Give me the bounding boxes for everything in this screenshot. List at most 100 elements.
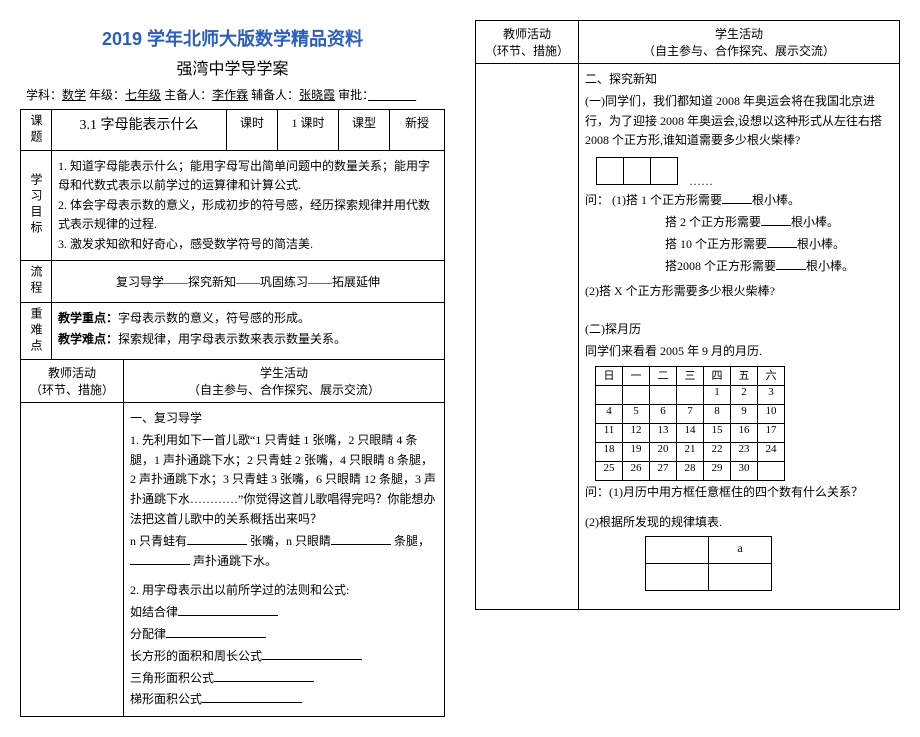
cal-cell: [623, 385, 650, 404]
cal-cell: [677, 385, 704, 404]
cal-head: 六: [758, 366, 785, 385]
act-right-l2-r: （自主参与、合作探究、展示交流）: [585, 42, 893, 59]
meta-assist-label: 辅备人：: [251, 88, 299, 102]
cal-cell: 1: [704, 385, 731, 404]
sec1-p3: 2. 用字母表示出以前所学过的法则和公式:: [130, 581, 438, 601]
row-flow-label: 流程: [21, 260, 52, 302]
cal-cell: 30: [731, 461, 758, 480]
square-diagram: ……: [585, 153, 893, 189]
cal-head: 二: [650, 366, 677, 385]
act-left-l1: 教师活动: [27, 364, 117, 381]
flow-text: 复习导学——探究新知——巩固练习——拓展延伸: [52, 260, 445, 302]
cal-cell: 26: [623, 461, 650, 480]
sec2-q-label: 问：: [585, 193, 609, 207]
focus2-text: 探索规律，用字母表示数来表示数量关系。: [118, 332, 346, 346]
sec1-p2: n 只青蛙有 张嘴，n 只眼睛 条腿， 声扑通跳下水。: [130, 532, 438, 572]
focus2-label: 教学难点：: [58, 332, 118, 346]
cal-cell: 9: [731, 404, 758, 423]
cal-cell: [650, 385, 677, 404]
cal-cell: 15: [704, 423, 731, 442]
sec1-p2c: 条腿，: [394, 534, 430, 548]
lesson-title: 3.1 字母能表示什么: [52, 110, 227, 151]
cal-cell: 18: [596, 442, 623, 461]
rule-cell: [709, 564, 772, 591]
cal-cell: 29: [704, 461, 731, 480]
blank-slot: [130, 552, 190, 565]
cal-head: 一: [623, 366, 650, 385]
rule-cell: [646, 537, 709, 564]
sec2-title: 二、探究新知: [585, 70, 893, 90]
meta-host-label: 主备人：: [164, 88, 212, 102]
cal-cell: 17: [758, 423, 785, 442]
focus1-text: 字母表示数的意义，符号感的形成。: [118, 311, 310, 325]
sec1-l2: 分配律: [130, 627, 166, 641]
goal-1: 1. 知道字母能表示什么；能用字母写出简单问题中的数量关系；能用字母和代数式表示…: [58, 157, 438, 194]
cal-cell: 13: [650, 423, 677, 442]
rule-table: a: [645, 536, 772, 591]
cal-cell: 2: [731, 385, 758, 404]
sec2-q4a: 搭2008 个正方形需要: [665, 259, 776, 273]
rule-cell-a: a: [709, 537, 772, 564]
sec2-q1b: 根小棒。: [752, 193, 800, 207]
sec1-p2a: n 只青蛙有: [130, 534, 187, 548]
sec2-q2b: 根小棒。: [791, 215, 839, 229]
focus1-label: 教学重点：: [58, 311, 118, 325]
act-left-l2: （环节、措施）: [27, 381, 117, 398]
act-left-l1-r: 教师活动: [482, 25, 572, 42]
type-label: 课型: [339, 110, 390, 151]
sec2-p1: (一)同学们，我们都知道 2008 年奥运会将在我国北京进行，为了迎接 2008…: [585, 92, 893, 151]
blank-slot: [761, 213, 791, 226]
period-label: 课时: [227, 110, 278, 151]
square-cell: [623, 157, 651, 185]
goal-3: 3. 激发求知欲和好奇心，感受数学符号的简洁美.: [58, 235, 438, 254]
sec1-l5: 梯形面积公式: [130, 692, 202, 706]
sec2-q3b: 根小棒。: [797, 237, 845, 251]
cal-cell: 4: [596, 404, 623, 423]
sec1-l3: 长方形的面积和周长公式: [130, 649, 262, 663]
square-cell: [596, 157, 624, 185]
cal-cell: 24: [758, 442, 785, 461]
act-right-l1: 学生活动: [130, 364, 438, 381]
cal-cell: 28: [677, 461, 704, 480]
type-value: 新授: [390, 110, 445, 151]
blank-slot: [178, 603, 278, 616]
sec3-p1: 同学们来看看 2005 年 9 月的月历.: [585, 342, 893, 362]
row-topic-label: 课题: [21, 110, 52, 151]
cal-cell: 25: [596, 461, 623, 480]
cal-cell: 7: [677, 404, 704, 423]
cal-cell: 23: [731, 442, 758, 461]
cal-cell: 12: [623, 423, 650, 442]
blank-slot: [187, 532, 247, 545]
cal-cell: 10: [758, 404, 785, 423]
cal-cell: [596, 385, 623, 404]
doc-title: 2019 学年北师大版数学精品资料: [20, 25, 445, 51]
sec1-l1: 如结合律: [130, 605, 178, 619]
blank-slot: [767, 235, 797, 248]
cal-cell: 16: [731, 423, 758, 442]
sec3-title: (二)探月历: [585, 320, 893, 340]
sec1-l4: 三角形面积公式: [130, 671, 214, 685]
act-right-l1-r: 学生活动: [585, 25, 893, 42]
meta-line: 学科：数学 年级：七年级 主备人：李作霖 辅备人：张晓霞 审批：: [20, 86, 445, 103]
sec1-p1: 1. 先利用如下一首儿歌“1 只青蛙 1 张嘴，2 只眼睛 4 条腿，1 声扑通…: [130, 431, 438, 530]
lesson-table: 课题 3.1 字母能表示什么 课时 1 课时 课型 新授 学习目标 1. 知道字…: [20, 109, 445, 360]
cal-head: 三: [677, 366, 704, 385]
cal-head: 四: [704, 366, 731, 385]
meta-host: 李作霖: [212, 88, 248, 102]
cal-cell: 6: [650, 404, 677, 423]
meta-review-label: 审批：: [338, 88, 368, 102]
activity-table-right: 教师活动 （环节、措施） 学生活动 （自主参与、合作探究、展示交流） 二、探究新…: [475, 20, 900, 610]
cal-cell: 14: [677, 423, 704, 442]
row-focus-label: 重难点: [21, 302, 52, 359]
sec3-q1: 问：(1)月历中用方框任意框住的四个数有什么关系？: [585, 483, 893, 503]
blank-slot: [214, 669, 314, 682]
sec3-q2: (2)根据所发现的规律填表.: [585, 513, 893, 533]
cal-cell: 3: [758, 385, 785, 404]
sec2-q3a: 搭 10 个正方形需要: [665, 237, 767, 251]
activity-table-left: 教师活动 （环节、措施） 学生活动 （自主参与、合作探究、展示交流） 一、复习导…: [20, 359, 445, 717]
square-dots: ……: [689, 174, 713, 188]
sec2-q4b: 根小棒。: [806, 259, 854, 273]
cal-head: 日: [596, 366, 623, 385]
doc-subtitle: 强湾中学导学案: [20, 55, 445, 79]
blank-slot: [262, 647, 362, 660]
